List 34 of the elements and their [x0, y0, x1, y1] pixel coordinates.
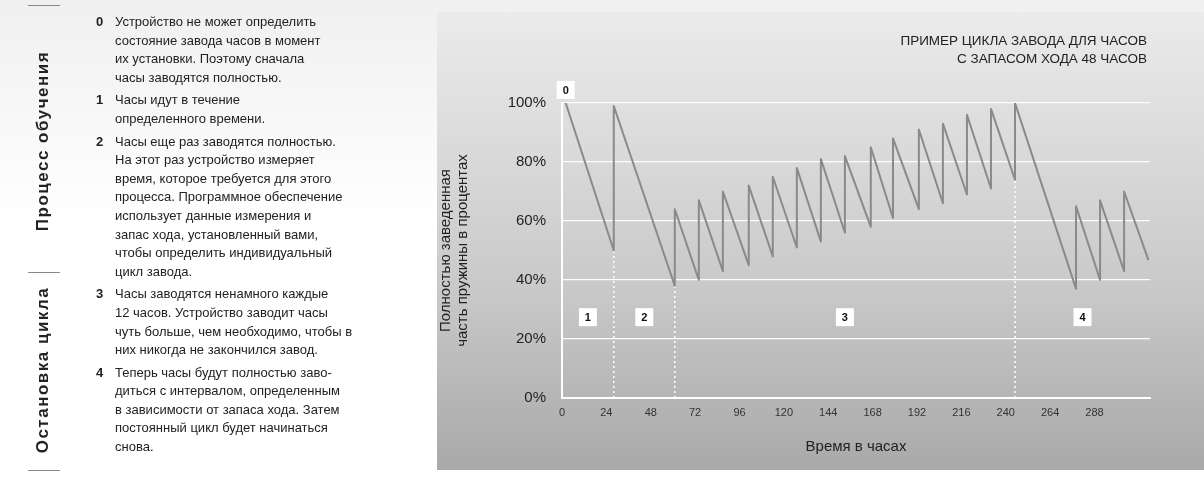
annotation: 3 [841, 311, 848, 324]
annotation: 0 [562, 84, 569, 97]
y-tick-label: 60% [515, 211, 546, 229]
x-axis-title: Время в часах [805, 437, 907, 455]
y-tick-label: 100% [507, 93, 546, 111]
x-tick-label: 72 [689, 405, 702, 418]
y-tick-label: 0% [524, 388, 546, 406]
x-tick-label: 192 [907, 405, 927, 418]
annotation: 2 [641, 311, 648, 324]
text: 0 Устройство не может определить состояние завода часов в момент их установки. Поэтому сначала часы заводятся полностью. [96, 13, 321, 87]
text: 4 Теперь часы будут полностью заво- диться с интервалом, определенным в зависимости от запаса хода. Затем постоянный цикл будет начинаться снова. [96, 363, 340, 457]
y-tick-label: 80% [515, 152, 546, 170]
y-tick-label: 40% [515, 270, 546, 288]
x-tick-label: 264 [1040, 405, 1060, 418]
text: Процесс обучения [33, 50, 53, 232]
y-tick-label: 20% [515, 329, 546, 347]
x-tick-label: 96 [733, 405, 746, 418]
x-tick-label: 24 [600, 405, 613, 418]
x-tick-label: 48 [644, 405, 657, 418]
x-tick-label: 288 [1085, 405, 1104, 418]
y-axis-title: Полностью заведенная часть пружины в процентах [435, 153, 471, 347]
x-tick-label: 144 [819, 405, 838, 418]
x-tick-label: 168 [863, 405, 882, 418]
annotation: 1 [584, 311, 591, 324]
x-tick-label: 216 [952, 405, 971, 418]
text: 1 Часы идут в течение определенного времени. [96, 91, 266, 128]
text: Остановка цикла [33, 286, 53, 454]
text: 3 Часы заводятся ненамного каждые 12 часов. Устройство заводит часы чуть больше, чем необходимо, чтобы в них никогда не закончился завод. [96, 285, 353, 360]
chart-title: ПРИМЕР ЦИКЛА ЗАВОДА ДЛЯ ЧАСОВ С ЗАПАСОМ ХОДА 48 ЧАСОВ [900, 32, 1147, 68]
x-tick-label: 240 [996, 405, 1015, 418]
x-tick-label: 0 [558, 405, 566, 418]
text: 2 Часы еще раз заводятся полностью. На этот раз устройство измеряет время, которое требуется для этого процесса. Программное обеспечение использует данные измерения и запас хода, установленный вами, чтобы определить индивидуальный цикл завода. [96, 133, 343, 279]
x-tick-label: 120 [774, 405, 794, 418]
annotation: 4 [1079, 311, 1087, 324]
